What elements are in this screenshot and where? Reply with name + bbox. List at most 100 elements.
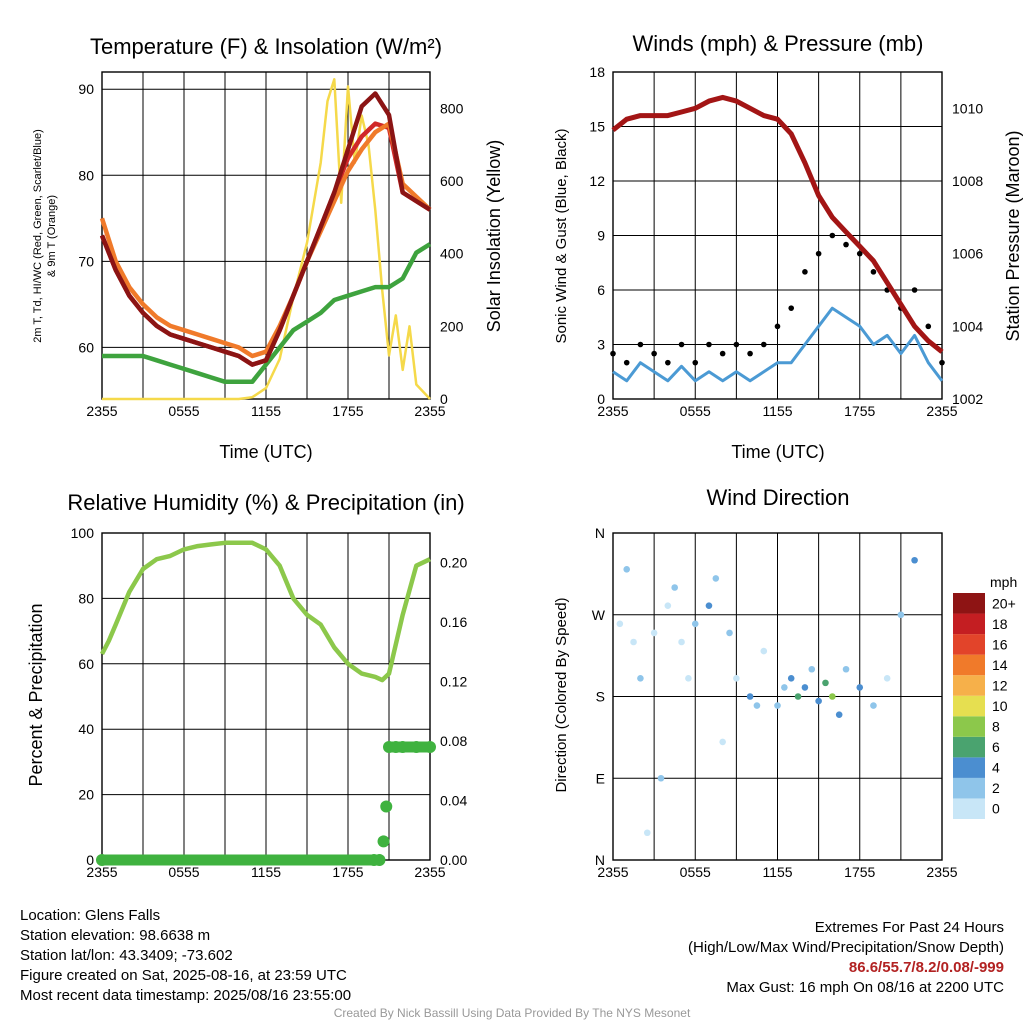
direction-point: [856, 684, 864, 691]
colorbar-swatch: [953, 654, 985, 676]
winds-title: Winds (mph) & Pressure (mb): [633, 31, 924, 56]
pressure-line: [611, 94, 944, 354]
colorbar-swatch: [953, 593, 985, 614]
gust-point: [774, 323, 781, 330]
gust-point: [747, 350, 753, 357]
direction-point: [835, 711, 843, 718]
y-tick-label: 3: [597, 337, 605, 353]
gust-point: [651, 350, 657, 357]
colorbar-label: 18: [992, 616, 1008, 632]
gust-point: [719, 350, 726, 357]
gust-point: [706, 341, 712, 348]
x-tick-label: 1755: [332, 403, 363, 419]
info-latlon: Station lat/lon: 43.3409; -73.602: [20, 947, 233, 964]
colorbar-swatch: [953, 736, 985, 758]
temp-title: Temperature (F) & Insolation (W/m²): [90, 34, 442, 59]
colorbar-swatch: [953, 777, 985, 799]
extremes-gust: Max Gust: 16 mph On 08/16 at 2200 UTC: [726, 979, 1004, 996]
direction-point: [753, 702, 761, 709]
info-elevation: Station elevation: 98.6638 m: [20, 927, 211, 944]
y2-tick-label: 1010: [952, 100, 983, 116]
x-tick-label: 2355: [597, 403, 628, 419]
y-tick-label: N: [595, 852, 605, 868]
winds-ylabel2: Station Pressure (Maroon): [1003, 130, 1023, 341]
colorbar-label: 4: [992, 760, 1000, 776]
x-tick-label: 2355: [597, 864, 628, 880]
y2-tick-label: 0: [440, 391, 448, 407]
y-tick-label: S: [596, 689, 605, 705]
y2-tick-label: 0.20: [440, 555, 467, 571]
colorbar-swatch: [953, 613, 985, 635]
y2-tick-label: 0.04: [440, 793, 467, 809]
direction-point: [781, 684, 788, 691]
direction-point: [794, 693, 802, 700]
gust-point: [802, 269, 808, 275]
y-tick-label: 12: [589, 173, 605, 189]
direction-point: [685, 675, 692, 682]
info-location: Location: Glens Falls: [20, 907, 161, 924]
y-tick-label: 80: [78, 590, 94, 606]
y2-tick-label: 1004: [952, 318, 983, 334]
gust-point: [665, 359, 671, 366]
direction-point: [870, 702, 877, 709]
direction-point: [650, 629, 658, 637]
x-tick-label: 1755: [844, 403, 875, 419]
rh-title: Relative Humidity (%) & Precipitation (i…: [67, 490, 464, 515]
colorbar-swatch: [953, 716, 985, 737]
colorbar-label: 6: [992, 739, 1000, 755]
extremes-subtitle: (High/Low/Max Wind/Precipitation/Snow De…: [688, 939, 1004, 956]
direction-point: [637, 675, 644, 682]
x-tick-label: 0555: [168, 864, 199, 880]
direction-point: [671, 584, 678, 591]
y-tick-label: 0: [597, 391, 605, 407]
y2-tick-label: 0.00: [440, 852, 467, 868]
winds-panel: Winds (mph) & Pressure (mb) Sonic Wind &…: [553, 31, 1023, 462]
direction-point: [664, 602, 672, 609]
x-tick-label: 1155: [251, 864, 281, 880]
direction-point: [733, 675, 740, 682]
direction-point: [643, 829, 651, 837]
x-tick-label: 2355: [926, 864, 957, 880]
extremes-title: Extremes For Past 24 Hours: [814, 919, 1004, 936]
temp-ylabel-2: & 9m T (Orange): [46, 195, 58, 277]
wind-direction-panel: Wind Direction Direction (Colored By Spe…: [553, 485, 1017, 880]
direction-point: [897, 611, 905, 619]
gust-point: [733, 341, 740, 348]
y-tick-label: 80: [78, 167, 94, 183]
y2-tick-label: 600: [440, 173, 464, 189]
temp-ylabel2: Solar Insolation (Yellow): [484, 140, 504, 332]
colorbar-label: 16: [992, 636, 1008, 652]
wdir-title: Wind Direction: [706, 485, 849, 510]
winds-xlabel: Time (UTC): [731, 442, 824, 462]
direction-point: [630, 638, 637, 646]
direction-point: [883, 675, 891, 682]
y-tick-label: 40: [78, 721, 94, 737]
direction-point: [678, 638, 685, 646]
x-tick-label: 1155: [762, 403, 792, 419]
gust-point: [760, 341, 767, 348]
gust-point: [870, 269, 877, 275]
colorbar-label: 0: [992, 801, 1000, 817]
x-tick-label: 1755: [332, 864, 363, 880]
plot-frame: [612, 532, 943, 861]
colorbar-swatch: [953, 695, 985, 717]
wind-line: [612, 306, 944, 383]
rh-ylabel: Percent & Precipitation: [26, 603, 46, 786]
colorbar-label: 14: [992, 657, 1008, 673]
y2-tick-label: 400: [440, 246, 464, 262]
direction-point: [911, 556, 918, 564]
temperature-panel: Temperature (F) & Insolation (W/m²) 2m T…: [32, 34, 504, 462]
x-tick-label: 0555: [680, 403, 711, 419]
colorbar-label: 12: [992, 677, 1008, 693]
colorbar-swatch: [953, 757, 985, 778]
y2-tick-label: 0.08: [440, 733, 467, 749]
direction-point: [760, 647, 768, 655]
gust-point: [815, 250, 822, 257]
direction-point: [719, 738, 726, 746]
temp-ylabel-1: 2m T, Td, HI/WC (Red, Green, Scarlet/Blu…: [32, 129, 44, 343]
extremes-values: 86.6/55.7/8.2/0.08/-999: [848, 959, 1004, 976]
station-info: Location: Glens Falls Station elevation:…: [20, 906, 351, 1006]
series-line: [99, 91, 432, 367]
info-recent: Most recent data timestamp: 2025/08/16 2…: [20, 987, 352, 1004]
colorbar-swatch: [953, 675, 985, 696]
